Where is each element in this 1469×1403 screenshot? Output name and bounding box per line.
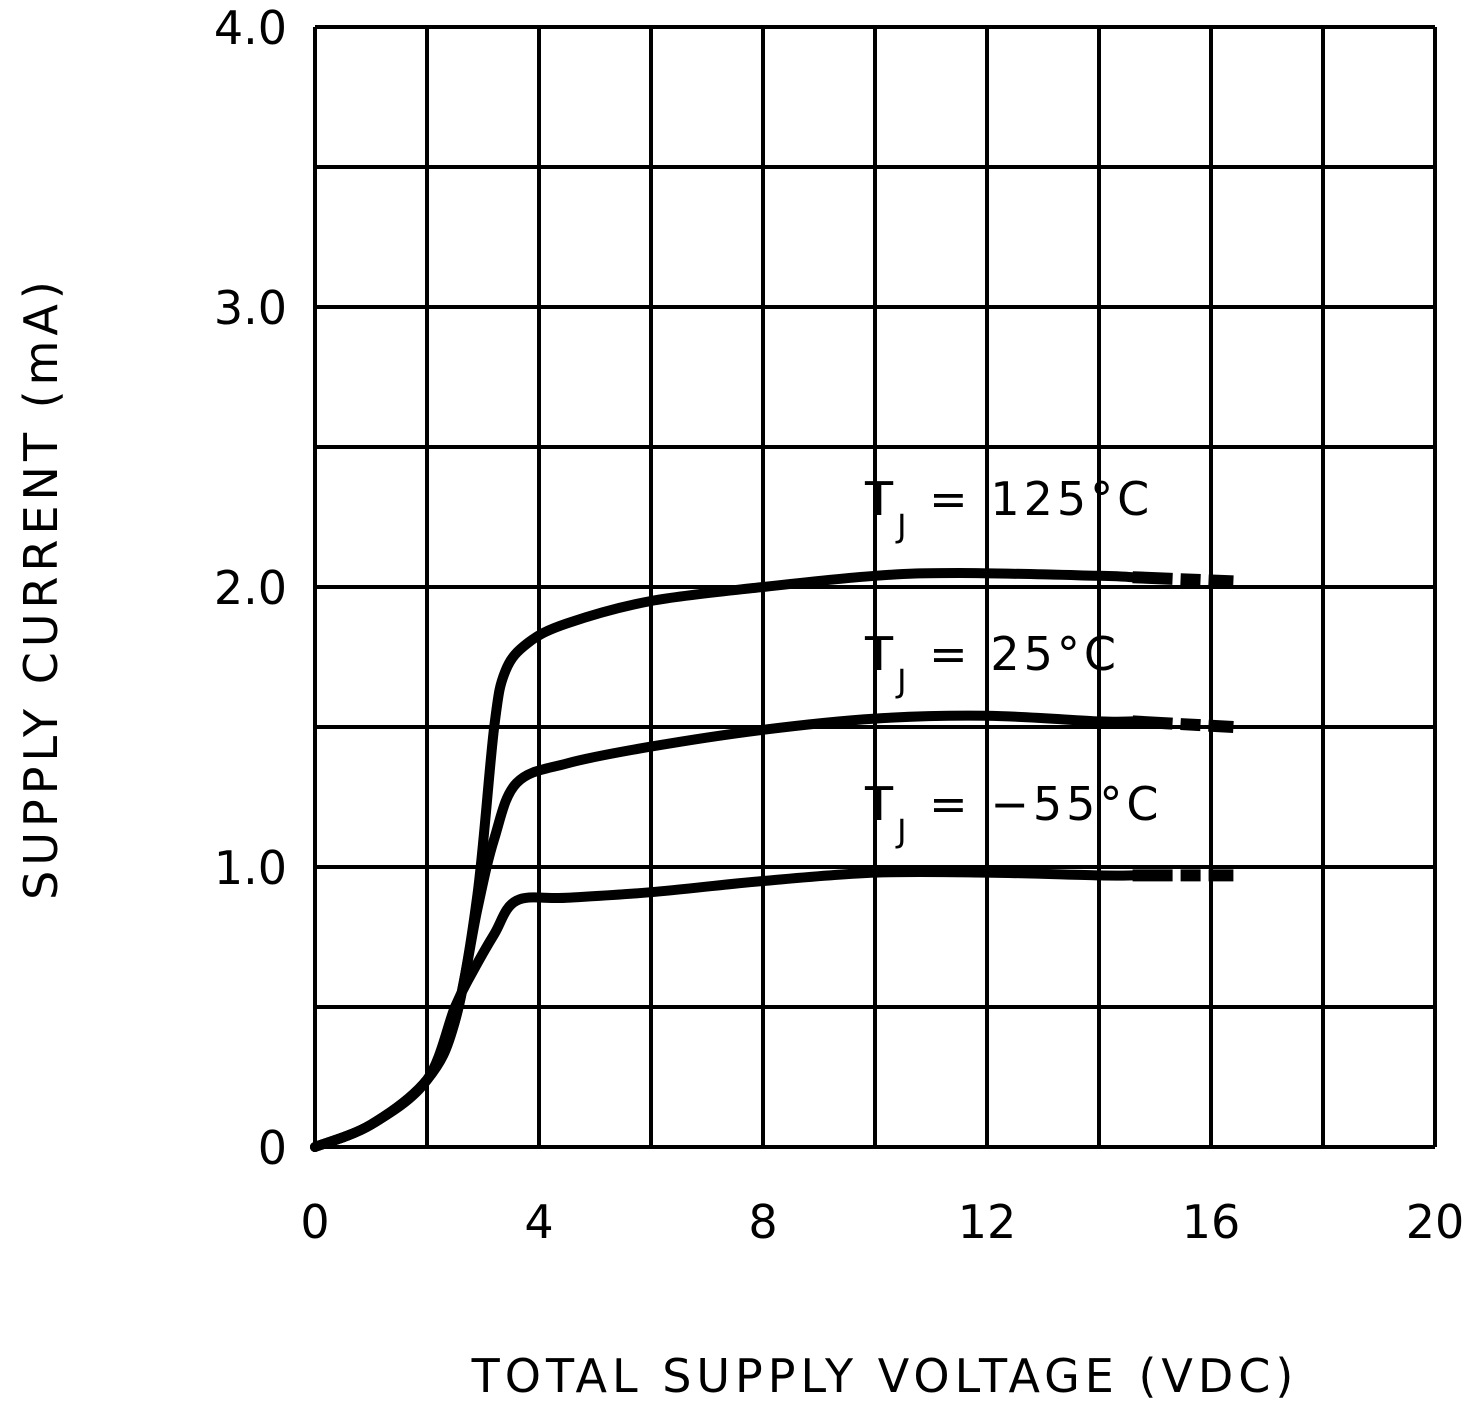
series-label-125c: TJ = 125°C — [864, 472, 1153, 545]
x-tick-label: 8 — [748, 1195, 777, 1249]
series-label-minus55c: TJ = −55°C — [864, 777, 1163, 850]
x-tick-labels: 0 4 8 12 16 20 — [300, 1195, 1464, 1249]
y-tick-label: 1.0 — [214, 841, 287, 895]
series-dashed-extension-1 — [1132, 715, 1234, 733]
x-tick-label: 4 — [524, 1195, 553, 1249]
x-tick-label: 16 — [1182, 1195, 1241, 1249]
y-tick-labels: 0 1.0 2.0 3.0 4.0 — [214, 1, 287, 1175]
y-tick-label: 0 — [258, 1121, 287, 1175]
y-tick-label: 2.0 — [214, 561, 287, 615]
grid — [313, 25, 1437, 1149]
series-lines — [310, 568, 1234, 1152]
series-dashed-extension-0 — [1132, 571, 1234, 588]
y-tick-label: 3.0 — [214, 281, 287, 335]
x-tick-label: 12 — [958, 1195, 1017, 1249]
x-tick-label: 0 — [300, 1195, 329, 1249]
y-axis-label: SUPPLY CURRENT (mA) — [14, 276, 68, 900]
y-tick-label: 4.0 — [214, 1, 287, 55]
x-tick-label: 20 — [1406, 1195, 1465, 1249]
series-line-2 — [310, 866, 1138, 1152]
x-axis-label: TOTAL SUPPLY VOLTAGE (VDC) — [471, 1349, 1299, 1403]
series-label-25c: TJ = 25°C — [864, 627, 1120, 700]
